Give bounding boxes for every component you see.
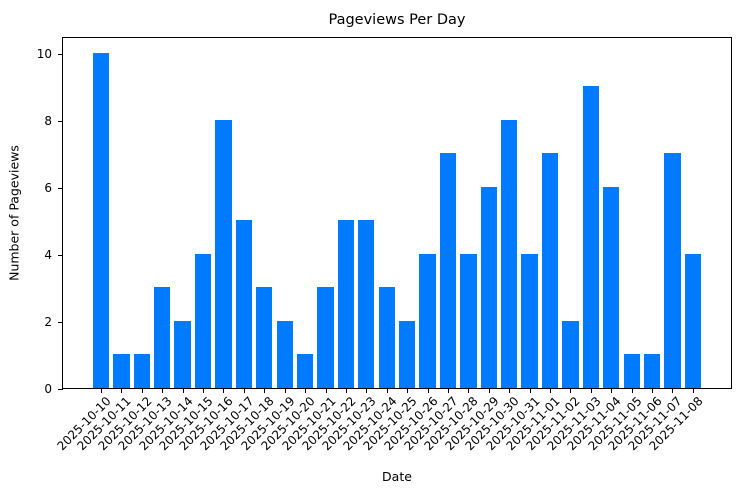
y-tick (58, 53, 63, 55)
bar (378, 287, 395, 388)
x-tick (447, 388, 449, 393)
bar (337, 220, 355, 388)
x-tick (101, 388, 102, 393)
x-tick (407, 388, 409, 393)
bar (113, 354, 130, 388)
x-tick (386, 388, 388, 393)
x-tick (590, 388, 592, 393)
x-tick (468, 388, 470, 393)
x-tick (672, 388, 674, 393)
bar (562, 320, 579, 388)
x-tick (550, 388, 552, 393)
bar (133, 354, 150, 388)
x-tick (264, 388, 266, 393)
bar (399, 320, 416, 388)
y-tick (58, 321, 63, 323)
x-tick (509, 388, 511, 393)
chart-title: Pageviews Per Day (328, 12, 466, 28)
bar (194, 253, 212, 388)
x-tick (611, 388, 613, 393)
y-axis-label: Number of Pageviews (6, 145, 22, 281)
x-tick (203, 388, 205, 393)
bar (419, 253, 436, 388)
x-tick (692, 388, 694, 393)
bar (174, 320, 191, 388)
x-tick (162, 388, 164, 393)
x-axis-label: Date (382, 469, 412, 484)
y-tick (58, 187, 63, 189)
bar (154, 287, 171, 388)
bar (358, 220, 375, 388)
x-tick (141, 388, 143, 393)
y-tick-label: 6 (44, 180, 52, 195)
y-tick-label: 8 (44, 113, 52, 128)
y-tick (58, 254, 63, 256)
y-tick-label: 10 (36, 46, 52, 61)
x-tick (529, 388, 531, 393)
x-tick (284, 388, 286, 393)
x-tick (427, 388, 429, 393)
bar (235, 220, 253, 388)
bar (296, 354, 314, 388)
x-tick (631, 388, 633, 393)
bar (317, 287, 334, 388)
bar (439, 153, 457, 388)
y-tick-label: 4 (44, 247, 52, 262)
y-tick (58, 389, 63, 390)
bar (501, 119, 518, 388)
bar (603, 186, 620, 388)
bar (276, 320, 293, 388)
bar (684, 253, 702, 388)
bar (480, 186, 497, 388)
bar (582, 86, 599, 388)
x-tick (121, 388, 123, 393)
bar (256, 287, 273, 388)
bar (460, 253, 477, 388)
bar (521, 253, 538, 388)
bar (664, 153, 681, 388)
x-tick (366, 388, 368, 393)
x-tick (305, 388, 307, 393)
x-tick (223, 388, 225, 393)
x-tick (243, 388, 245, 393)
y-tick-label: 2 (44, 314, 52, 329)
bar (541, 153, 559, 388)
bar (92, 52, 110, 388)
bar (623, 354, 640, 388)
x-tick (182, 388, 184, 393)
x-tick (570, 388, 572, 393)
x-tick (345, 388, 347, 393)
bar (643, 354, 661, 388)
x-tick (488, 388, 490, 393)
y-tick-label: 0 (44, 382, 52, 396)
y-tick (58, 120, 63, 122)
bar (215, 119, 232, 388)
plot-area (58, 37, 732, 393)
x-tick (652, 388, 654, 393)
x-tick (325, 388, 327, 393)
